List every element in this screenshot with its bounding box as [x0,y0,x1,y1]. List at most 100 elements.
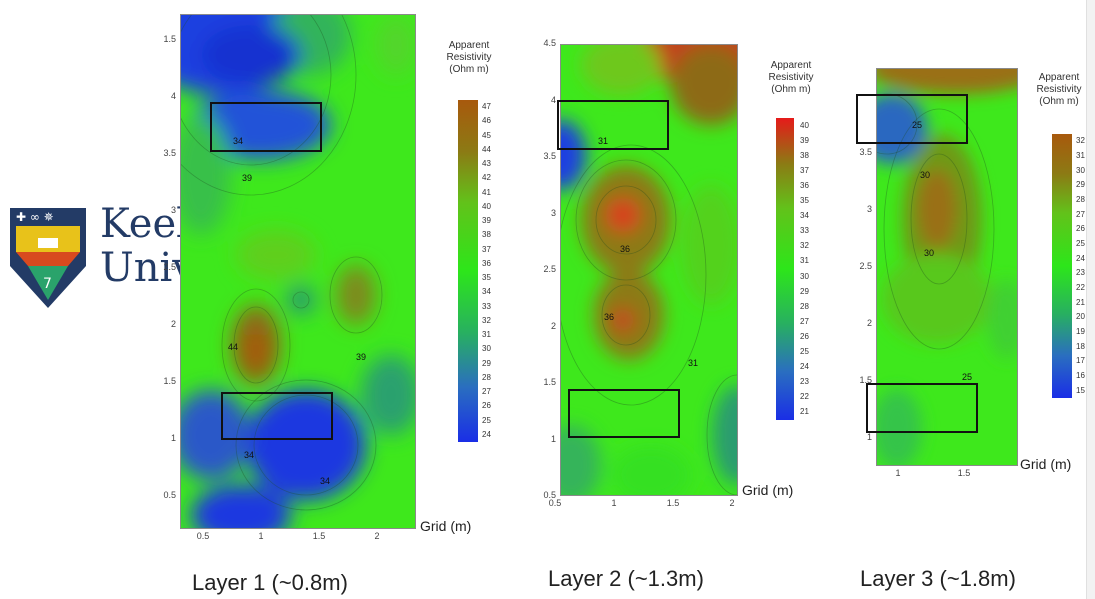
colorbar-tick-label: 28 [800,302,809,311]
y-tick-label: 1 [534,434,556,444]
x-tick-label: 2 [720,498,744,508]
colorbar-tick-label: 28 [1076,195,1085,204]
colorbar-tick-label: 34 [800,211,809,220]
y-tick-label: 3 [154,205,176,215]
colorbar-tick-label: 46 [482,116,491,125]
colorbar-tick-label: 24 [800,362,809,371]
colorbar-tick-label: 33 [800,226,809,235]
colorbar-tick-label: 37 [482,245,491,254]
scrollbar-track[interactable] [1086,0,1095,599]
y-tick-label: 4.5 [534,38,556,48]
y-tick-label: 1 [850,432,872,442]
y-tick-label: 3 [534,208,556,218]
contour-label: 25 [962,372,972,382]
x-tick-label: 1 [886,468,910,478]
colorbar-tick-label: 38 [482,230,491,239]
y-tick-label: 2 [850,318,872,328]
colorbar-tick-label: 42 [482,173,491,182]
colorbar-tick-label: 32 [482,316,491,325]
x-tick-label: 1.5 [661,498,685,508]
colorbar-tick-label: 24 [482,430,491,439]
contour-label: 34 [320,476,330,486]
target-box-lower [221,392,333,440]
colorbar-tick-label: 29 [800,287,809,296]
colorbar-tick-label: 26 [1076,224,1085,233]
colorbar-tick-label: 30 [482,344,491,353]
colorbar-tick-label: 30 [800,272,809,281]
colorbar-tick-label: 23 [1076,268,1085,277]
colorbar-tick-label: 47 [482,102,491,111]
y-tick-label: 2.5 [850,261,872,271]
colorbar-tick-label: 35 [482,273,491,282]
colorbar-tick-label: 31 [800,256,809,265]
colorbar-tick-label: 32 [800,241,809,250]
target-box-lower [568,389,680,438]
target-box-upper [856,94,968,144]
contour-label: 44 [228,342,238,352]
colorbar-title: Apparent Resistivity (Ohm m) [1024,72,1094,108]
colorbar-tick-label: 19 [1076,327,1085,336]
colorbar-tick-label: 31 [1076,151,1085,160]
contour-label: 39 [242,173,252,183]
y-tick-label: 1 [154,433,176,443]
x-axis-label: Grid (m) [1020,456,1071,472]
target-box-upper [210,102,322,152]
chart-title-layer-1: Layer 1 (~0.8m) [192,570,348,596]
colorbar-tick-label: 40 [482,202,491,211]
y-tick-label: 3 [850,204,872,214]
y-tick-label: 1.5 [850,375,872,385]
colorbar-layer-3 [1052,134,1072,398]
y-tick-label: 2 [534,321,556,331]
x-tick-label: 1.5 [307,531,331,541]
y-tick-label: 3.5 [534,151,556,161]
colorbar-title: Apparent Resistivity (Ohm m) [434,40,504,76]
colorbar-tick-label: 31 [482,330,491,339]
colorbar-tick-label: 25 [800,347,809,356]
colorbar-tick-label: 28 [482,373,491,382]
x-tick-label: 0.5 [191,531,215,541]
y-tick-label: 2 [154,319,176,329]
contour-label: 31 [598,136,608,146]
colorbar-tick-label: 39 [800,136,809,145]
colorbar-tick-label: 26 [482,401,491,410]
colorbar-tick-label: 39 [482,216,491,225]
colorbar-tick-label: 36 [800,181,809,190]
colorbar-tick-label: 27 [800,317,809,326]
colorbar-tick-label: 17 [1076,356,1085,365]
y-tick-label: 4 [154,91,176,101]
colorbar-tick-label: 33 [482,302,491,311]
colorbar-tick-label: 41 [482,188,491,197]
contour-label: 30 [924,248,934,258]
colorbar-tick-label: 30 [1076,166,1085,175]
y-tick-label: 1.5 [154,34,176,44]
colorbar-tick-label: 20 [1076,312,1085,321]
colorbar-tick-label: 26 [800,332,809,341]
colorbar-tick-label: 21 [1076,298,1085,307]
y-tick-label: 3.5 [850,147,872,157]
colorbar-tick-label: 15 [1076,386,1085,395]
contour-label: 39 [356,352,366,362]
colorbar-tick-label: 43 [482,159,491,168]
chart-title-layer-3: Layer 3 (~1.8m) [860,566,1016,592]
target-box-lower [866,383,978,433]
y-tick-label: 2.5 [154,262,176,272]
y-tick-label: 1.5 [534,377,556,387]
contour-label: 30 [920,170,930,180]
colorbar-tick-label: 27 [482,387,491,396]
y-tick-label: 1.5 [154,376,176,386]
colorbar-layer-2 [776,118,794,420]
colorbar-title: Apparent Resistivity (Ohm m) [756,60,826,96]
y-tick-label: 4 [534,95,556,105]
colorbar-tick-label: 37 [800,166,809,175]
x-axis-label: Grid (m) [420,518,471,534]
colorbar-tick-label: 40 [800,121,809,130]
colorbar-tick-label: 23 [800,377,809,386]
colorbar-tick-label: 36 [482,259,491,268]
keele-shield-icon: ✚ ∞ ✵ 7 [8,204,88,312]
colorbar-tick-label: 34 [482,287,491,296]
svg-text:7: 7 [43,276,52,292]
contour-label: 34 [244,450,254,460]
colorbar-tick-label: 24 [1076,254,1085,263]
x-tick-label: 0.5 [543,498,567,508]
x-tick-label: 1 [249,531,273,541]
